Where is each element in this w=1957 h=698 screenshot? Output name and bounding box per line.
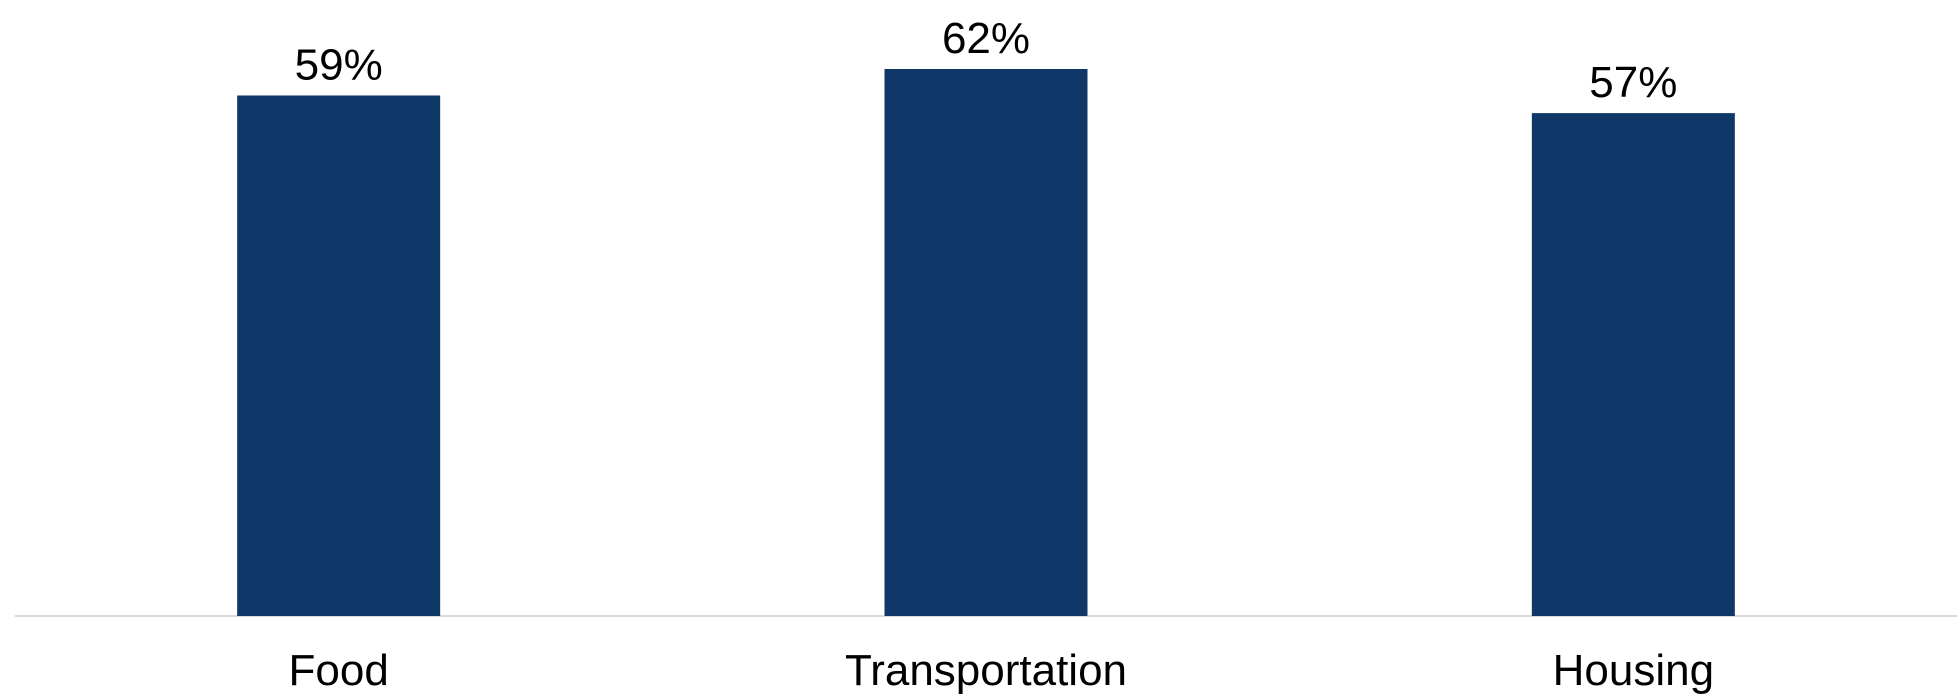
bar-transportation (884, 69, 1088, 616)
category-labels-group: Food Transportation Housing (289, 646, 1715, 695)
data-label-food: 59% (295, 40, 383, 89)
bars-group (237, 69, 1735, 616)
value-labels-group: 59% 62% 57% (295, 14, 1678, 107)
x-tick-label-transportation: Transportation (845, 646, 1127, 695)
x-tick-label-housing: Housing (1553, 646, 1714, 695)
data-label-transportation: 62% (942, 14, 1030, 63)
bar-housing (1531, 113, 1735, 616)
x-tick-label-food: Food (289, 646, 389, 695)
bar-food (237, 95, 441, 616)
data-label-housing: 57% (1589, 58, 1677, 107)
